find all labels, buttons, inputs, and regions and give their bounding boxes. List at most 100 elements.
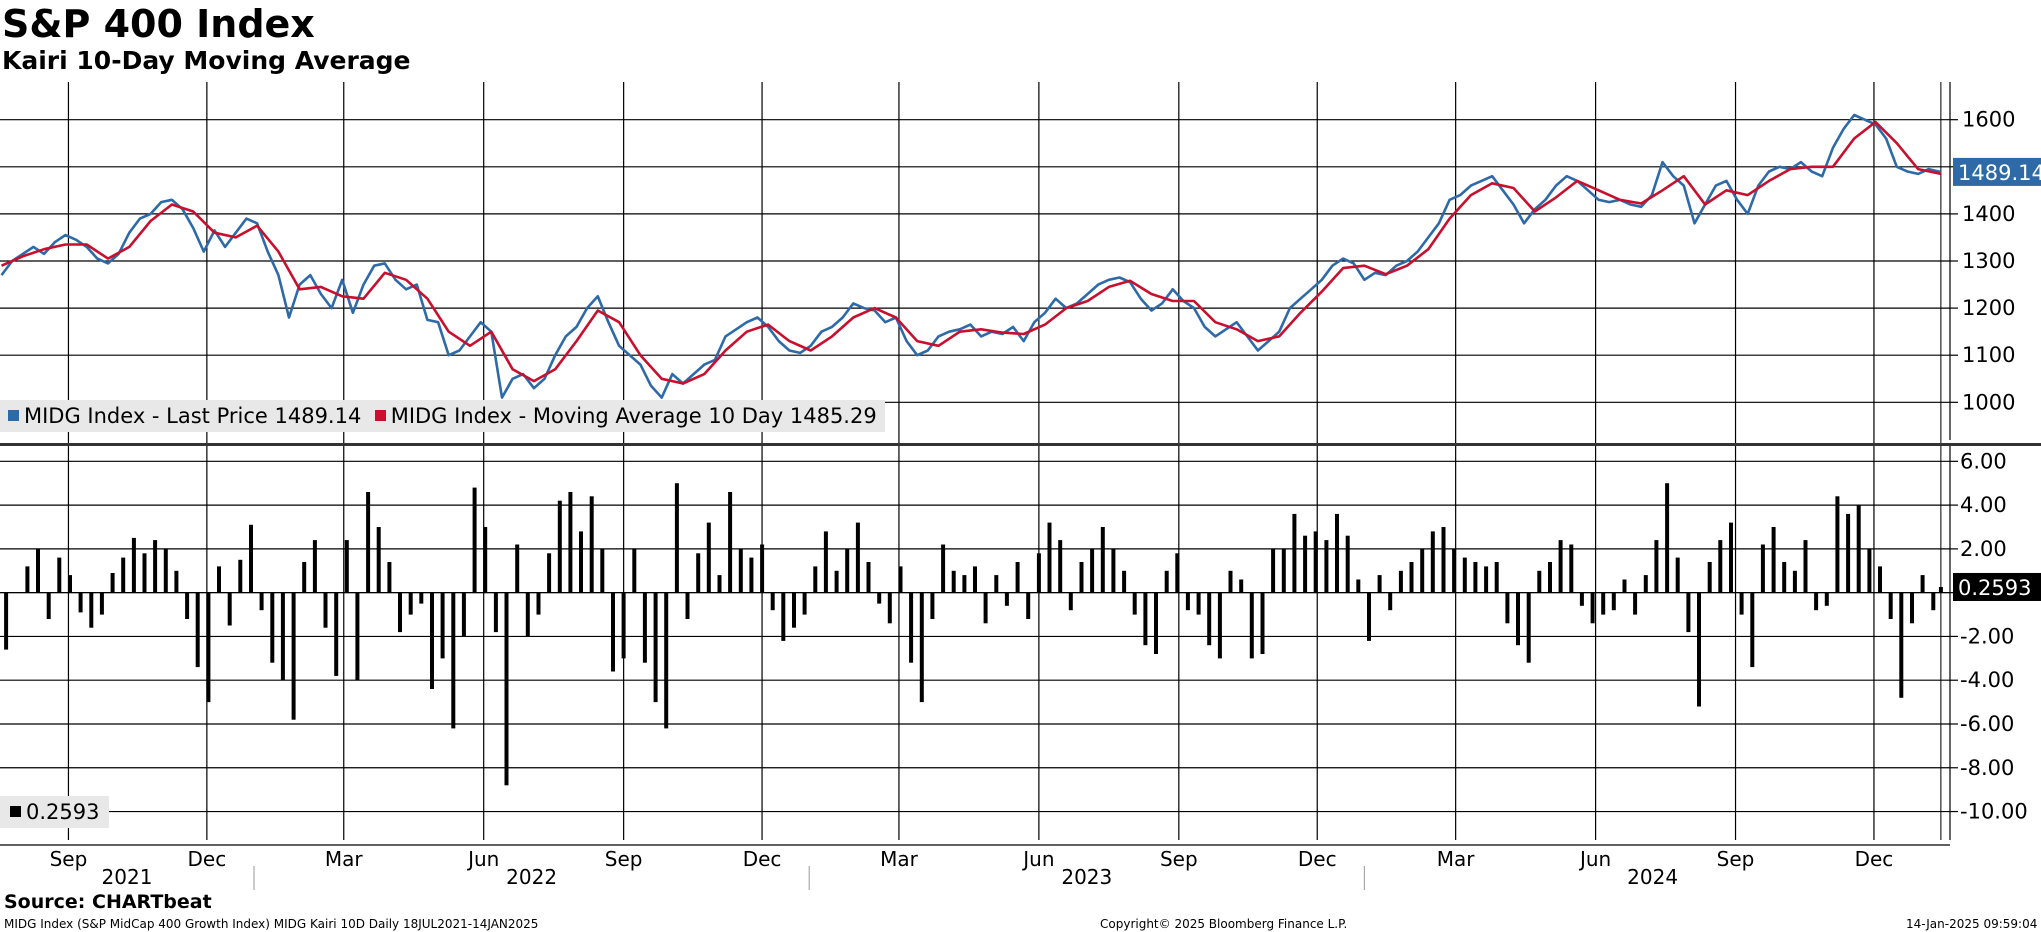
kairi-bar — [1313, 531, 1318, 593]
kairi-bar — [504, 592, 509, 786]
kairi-bar — [153, 540, 158, 593]
kairi-bar — [951, 570, 956, 593]
price-last-value-label: 1489.14 — [1958, 161, 2041, 185]
x-tick-label: Sep — [1717, 847, 1755, 871]
kairi-legend: 0.2593 — [0, 796, 110, 828]
footer-timestamp: 14-Jan-2025 09:59:04 — [1906, 917, 2038, 931]
x-tick-label: Sep — [1160, 847, 1198, 871]
kairi-bar — [1686, 592, 1691, 633]
kairi-bar — [600, 548, 605, 593]
kairi-bar — [1792, 570, 1797, 593]
kairi-bar — [1292, 513, 1297, 593]
kairi-y-tick-label: -10.00 — [1960, 800, 2028, 824]
kairi-bar — [536, 592, 541, 615]
kairi-y-tick-label: 6.00 — [1960, 449, 2007, 473]
kairi-bar — [302, 562, 307, 593]
x-tick-label: Mar — [1437, 847, 1476, 871]
kairi-bar — [1398, 570, 1403, 593]
kairi-bar — [131, 537, 136, 593]
kairi-bar — [25, 566, 30, 593]
kairi-bar — [866, 562, 871, 593]
kairi-last-value-tag — [1953, 572, 2041, 601]
kairi-bar — [1516, 592, 1520, 646]
kairi-bar — [1729, 522, 1733, 593]
kairi-bar — [973, 566, 977, 593]
kairi-bar — [983, 592, 988, 624]
x-year-label: 2023 — [1061, 865, 1112, 889]
kairi-bar — [1622, 579, 1627, 593]
kairi-bar — [1633, 592, 1638, 615]
kairi-bar — [1473, 562, 1478, 593]
kairi-bar — [1100, 527, 1105, 593]
kairi-bar — [1441, 527, 1446, 593]
kairi-bar — [1111, 548, 1116, 593]
kairi-bar — [1004, 592, 1009, 606]
kairi-bar — [398, 592, 402, 633]
kairi-bar — [1697, 592, 1701, 707]
kairi-bar — [206, 592, 211, 703]
kairi-bar — [174, 570, 179, 593]
kairi-bar — [344, 540, 349, 593]
kairi-bar — [887, 592, 892, 624]
kairi-bar — [557, 500, 562, 593]
kairi-bar — [472, 487, 477, 593]
kairi-bar — [1260, 592, 1265, 654]
kairi-bar — [1643, 575, 1648, 593]
kairi-bar — [1867, 548, 1872, 593]
kairi-bar — [1026, 592, 1031, 619]
price-last-value-tag — [1953, 157, 2041, 186]
kairi-bar — [1185, 592, 1190, 611]
kairi-bar — [941, 544, 946, 593]
kairi-y-tick-label: 4.00 — [1960, 493, 2007, 517]
kairi-bar — [1036, 553, 1041, 593]
kairi-bar — [217, 566, 221, 593]
kairi-bar — [1175, 553, 1180, 593]
kairi-bar — [1835, 496, 1840, 593]
kairi-bar — [642, 592, 647, 663]
price-y-tick-label: 1200 — [1962, 296, 2015, 320]
kairi-bar — [930, 592, 935, 619]
kairi-bar — [1856, 505, 1861, 593]
kairi-last-value-label: 0.2593 — [1958, 576, 2031, 600]
kairi-bar — [792, 592, 796, 628]
kairi-bar — [1367, 592, 1371, 641]
footer-copyright: Copyright© 2025 Bloomberg Finance L.P. — [1100, 917, 1348, 931]
price-legend-label: MIDG Index - Last Price 1489.14 — [24, 404, 362, 428]
kairi-bar — [1665, 483, 1670, 593]
kairi-bar — [334, 592, 339, 676]
kairi-bar — [1271, 548, 1276, 593]
kairi-bar — [1079, 562, 1084, 593]
kairi-bar — [749, 557, 754, 593]
kairi-bar — [1058, 540, 1063, 593]
kairi-bar — [1931, 592, 1936, 611]
x-tick-label: Mar — [325, 847, 364, 871]
kairi-bar — [1335, 513, 1339, 593]
kairi-bar — [568, 492, 573, 593]
kairi-bar — [823, 531, 828, 593]
kairi-legend-swatch — [10, 805, 21, 817]
kairi-bar — [1228, 570, 1233, 593]
price-legend: MIDG Index - Last Price 1489.14 MIDG Ind… — [0, 400, 885, 432]
kairi-bar — [461, 592, 466, 637]
kairi-bar — [1484, 566, 1489, 593]
kairi-bar — [855, 522, 860, 593]
kairi-bar — [1377, 575, 1382, 593]
kairi-bar — [1771, 527, 1776, 593]
kairi-bar — [845, 548, 850, 593]
kairi-bar — [547, 553, 552, 593]
kairi-bar — [877, 592, 882, 604]
kairi-bar — [525, 592, 530, 637]
kairi-bar — [611, 592, 615, 672]
kairi-bar — [142, 553, 147, 593]
kairi-bar — [323, 592, 328, 628]
kairi-bar — [1920, 575, 1925, 593]
kairi-bar — [685, 592, 690, 619]
kairi-bar — [366, 492, 371, 593]
kairi-bar — [1590, 592, 1595, 624]
kairi-bar — [760, 544, 765, 593]
kairi-bar — [110, 573, 115, 593]
kairi-bar — [1494, 562, 1499, 593]
price-y-tick-label: 1600 — [1962, 108, 2015, 132]
kairi-bar — [430, 592, 434, 689]
kairi-bar — [664, 592, 669, 729]
